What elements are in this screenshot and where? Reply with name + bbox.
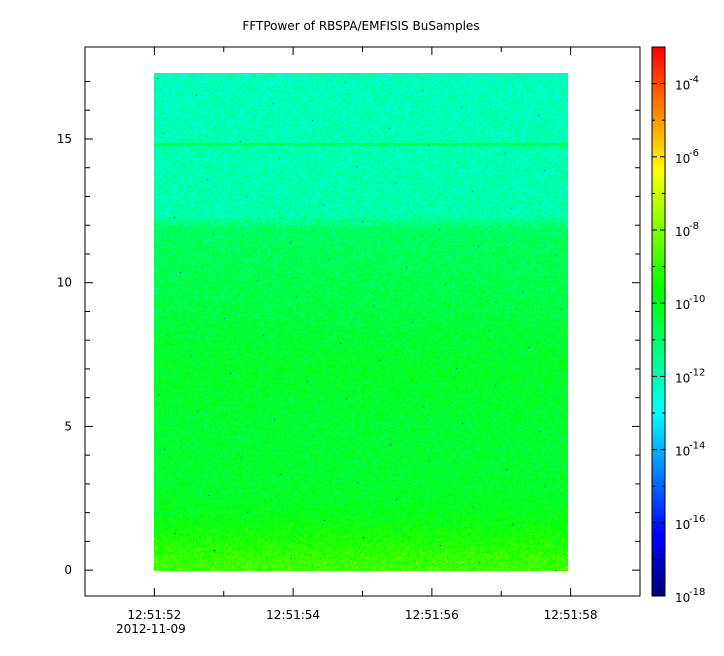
heatmap-canvas: [154, 73, 568, 571]
x-tick-label: 12:51:52: [127, 608, 181, 622]
heatmap-image-frame: [154, 73, 568, 571]
x-tick-label: 12:51:56: [405, 608, 459, 622]
colorbar-tick-exponent: -14: [689, 441, 705, 452]
x-tick-label: 12:51:58: [544, 608, 598, 622]
chart-title: FFTPower of RBSPA/EMFISIS BuSamples: [242, 19, 479, 33]
colorbar-tick-label: 10: [675, 298, 690, 312]
colorbar-frame: [652, 47, 665, 596]
y-tick-label: 10: [57, 276, 72, 290]
colorbar-tick-exponent: -10: [689, 294, 705, 305]
x-tick-label: 12:51:54: [266, 608, 320, 622]
y-tick-label: 5: [64, 419, 72, 433]
y-axis: 0 5 10 15: [57, 80, 640, 577]
y-tick-label: 15: [57, 132, 72, 146]
colorbar-tick-label: 10: [675, 79, 690, 93]
y-tick-label: 0: [64, 563, 72, 577]
colorbar-tick-exponent: -16: [689, 514, 705, 525]
x-axis: 12:51:52 12:51:54 12:51:56 12:51:58: [84, 47, 641, 622]
x-axis-date-label: 2012-11-09: [116, 622, 186, 636]
colorbar-tick-label: 10: [675, 225, 690, 239]
colorbar-tick-exponent: -4: [689, 75, 699, 86]
colorbar-tick-exponent: -18: [689, 587, 705, 598]
colorbar-border: [651, 46, 666, 597]
colorbar-tick-exponent: -12: [689, 367, 705, 378]
colorbar-tick-label: 10: [675, 518, 690, 532]
colorbar-tick-exponent: -6: [689, 148, 699, 159]
colorbar-tick-label: 10: [675, 371, 690, 385]
colorbar-tick-label: 10: [675, 445, 690, 459]
colorbar-canvas: [652, 47, 665, 596]
colorbar-tick-exponent: -8: [689, 221, 699, 232]
colorbar-tick-label: 10: [675, 152, 690, 166]
colorbar-tick-label: 10: [675, 591, 690, 605]
